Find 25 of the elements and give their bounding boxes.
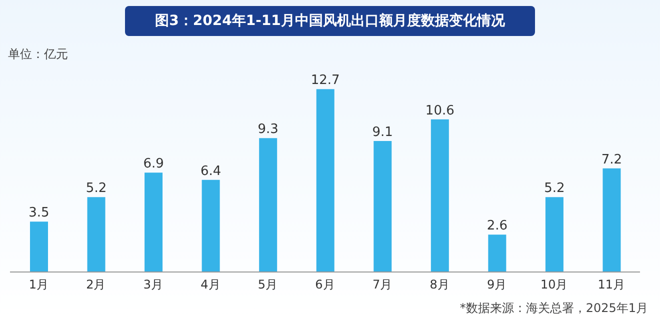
- data-label: 2.6: [486, 218, 508, 234]
- data-label: 10.6: [425, 103, 454, 118]
- x-tick-label: 5月: [258, 278, 278, 292]
- data-label: 9.1: [372, 124, 393, 140]
- x-tick-label: 9月: [487, 278, 507, 292]
- data-label: 6.4: [200, 164, 222, 179]
- text: *数据来源：海关总署，2025年1月: [460, 300, 648, 317]
- x-tick-label: 11月: [598, 278, 626, 292]
- x-tick-label: 1月: [28, 278, 48, 292]
- x-tick-label: 6月: [315, 278, 335, 292]
- data-label: 7.2: [601, 152, 622, 168]
- data-label: 6.9: [143, 156, 164, 172]
- x-tick-label: 4月: [200, 278, 220, 292]
- data-label: 12.7: [310, 73, 340, 88]
- data-label: 5.2: [544, 181, 565, 196]
- data-label: 5.2: [86, 181, 107, 196]
- data-label: 3.5: [28, 206, 50, 221]
- x-tick-label: 3月: [143, 278, 163, 292]
- x-tick-label: 8月: [430, 278, 450, 292]
- x-tick-label: 10月: [540, 278, 568, 292]
- y-axis-title: 单位：亿元: [8, 46, 68, 63]
- data-label: 9.3: [258, 122, 278, 138]
- x-tick-label: 7月: [372, 278, 392, 292]
- x-tick-label: 2月: [86, 278, 106, 292]
- chart-title: 图3：2024年1-11月中国风机出口额月度数据变化情况: [125, 6, 535, 36]
